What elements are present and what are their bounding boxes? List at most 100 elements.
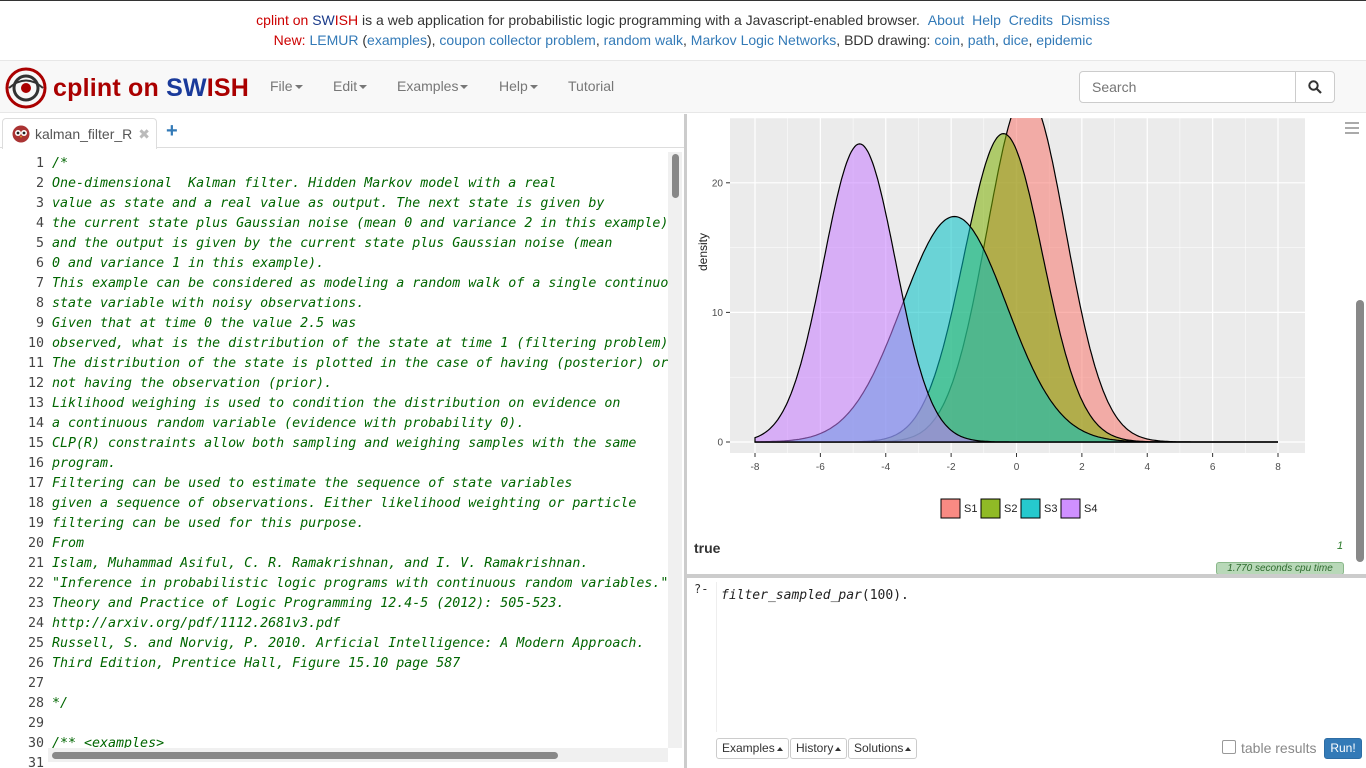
coupon-link[interactable]: coupon collector problem — [439, 32, 596, 48]
examples-dropdown-button[interactable]: Examples — [716, 738, 789, 759]
help-link[interactable]: Help — [972, 12, 1001, 28]
menu-file-label: File — [270, 78, 293, 94]
legend-swatch-s4 — [1060, 498, 1081, 519]
bdd-coin-link[interactable]: coin — [934, 32, 961, 48]
legend-swatch-s2 — [980, 498, 1001, 519]
results-menu-icon[interactable] — [1345, 122, 1359, 137]
add-tab-button[interactable]: + — [166, 120, 178, 142]
x-tick-label: 8 — [1275, 462, 1281, 473]
code-line: */ — [52, 696, 69, 711]
menu-help-label: Help — [499, 78, 528, 94]
density-chart: -8 -6 -4 -2 0 2 4 6 8 0 10 20 density S1 S2 S3 S4 — [696, 117, 1305, 519]
code-line: Russell, S. and Norvig, P. 2010. Arficia… — [52, 636, 645, 651]
code-editor[interactable]: 1 2 3 4 5 6 7 8 9 10 11 12 13 14 15 16 17 18 19 20 21 22 23 24 2… — [0, 152, 684, 768]
code-line: 0 and variance 1 in this example). — [52, 256, 325, 271]
bdd-dice-link[interactable]: dice — [1002, 32, 1029, 48]
x-tick-label: 0 — [1014, 462, 1020, 473]
x-tick-label: 6 — [1210, 462, 1216, 473]
density-areas — [754, 118, 1278, 443]
menu-tutorial-label: Tutorial — [568, 78, 615, 94]
close-icon[interactable]: ✖ — [138, 125, 150, 142]
query-editor[interactable]: filter_sampled_par(100). — [716, 582, 1362, 732]
query-args: (100). — [861, 588, 909, 603]
query-prompt: ?- — [694, 582, 709, 596]
dismiss-link[interactable]: Dismiss — [1060, 12, 1110, 28]
line-number: 6 — [35, 256, 44, 271]
query-predicate: filter_sampled_par — [721, 588, 862, 603]
code-line: From — [52, 536, 85, 551]
line-number: 10 — [27, 336, 44, 351]
line-number: 12 — [27, 376, 44, 391]
line-number: 2 — [35, 176, 44, 191]
y-axis-label: density — [696, 233, 710, 271]
tab-kalman-filter[interactable]: kalman_filter_R ✖ — [2, 118, 157, 149]
history-button-label: History — [796, 741, 834, 755]
solutions-dropdown-button[interactable]: Solutions — [848, 738, 918, 759]
brand-title: cplint on SWISH — [53, 74, 249, 103]
code-line: http://arxiv.org/pdf/1112.2681v3.pdf — [52, 616, 341, 631]
about-link[interactable]: About — [927, 12, 965, 28]
editor-vertical-scroll-thumb[interactable] — [672, 154, 679, 198]
search-button[interactable] — [1295, 71, 1335, 103]
brand[interactable]: cplint on SWISH — [5, 67, 249, 109]
line-number: 30 — [27, 736, 44, 751]
code-line: "Inference in probabilistic logic progra… — [52, 576, 668, 591]
run-button[interactable]: Run! — [1324, 738, 1362, 759]
history-dropdown-button[interactable]: History — [790, 738, 848, 759]
cpu-time-badge: 1.770 seconds cpu time — [1216, 562, 1344, 574]
search-icon — [1308, 80, 1322, 94]
code-line: /* — [52, 156, 69, 171]
results-scrollbar[interactable] — [1353, 114, 1366, 574]
menu-file[interactable]: File — [270, 78, 303, 94]
search-input[interactable] — [1079, 71, 1296, 103]
code-line: given a sequence of observations. Either… — [52, 496, 637, 511]
menu-edit[interactable]: Edit — [333, 78, 368, 94]
query-divider[interactable] — [687, 574, 1366, 578]
notice-bar: cplint on SWISH is a web application for… — [0, 0, 1366, 60]
notice-row-2: New: LEMUR (examples), coupon collector … — [273, 32, 1093, 48]
menu-examples[interactable]: Examples — [397, 78, 469, 94]
line-number: 21 — [27, 556, 44, 571]
menu-help[interactable]: Help — [499, 78, 538, 94]
line-number: 18 — [27, 496, 44, 511]
pane-divider[interactable] — [684, 114, 687, 768]
menu-tutorial[interactable]: Tutorial — [568, 78, 614, 94]
x-tick-label: -6 — [816, 462, 825, 473]
editor-horizontal-scroll-thumb[interactable] — [52, 752, 558, 759]
x-tick-label: 4 — [1144, 462, 1150, 473]
legend-swatch-s3 — [1020, 498, 1041, 519]
legend-label-s2: S2 — [1004, 503, 1017, 515]
chart-legend: S1 S2 S3 S4 — [940, 498, 1097, 519]
credits-link[interactable]: Credits — [1008, 12, 1054, 28]
code-line: The distribution of the state is plotted… — [52, 356, 668, 371]
random-walk-link[interactable]: random walk — [603, 32, 683, 48]
brand-cplint: cplint on — [53, 73, 167, 102]
lemur-link[interactable]: LEMUR — [309, 32, 359, 48]
chevron-down-icon — [294, 85, 303, 90]
code-line: Theory and Practice of Logic Programming… — [52, 596, 565, 611]
examples-button-label: Examples — [722, 741, 775, 755]
table-results-checkbox[interactable] — [1222, 740, 1236, 754]
brand-ish: ISH — [206, 73, 250, 102]
chevron-up-icon — [905, 746, 912, 751]
bdd-path-link[interactable]: path — [967, 32, 996, 48]
bdd-epidemic-link[interactable]: epidemic — [1036, 32, 1093, 48]
tab-label: kalman_filter_R — [35, 126, 133, 142]
editor-vertical-scrollbar[interactable] — [668, 152, 682, 748]
code-content[interactable]: /* One-dimensional Kalman filter. Hidden … — [52, 154, 668, 754]
menu-edit-label: Edit — [333, 78, 358, 94]
line-number: 1 — [35, 156, 44, 171]
results-scroll-thumb[interactable] — [1356, 300, 1364, 562]
x-tick-label: -4 — [881, 462, 890, 473]
solutions-button-label: Solutions — [854, 741, 904, 755]
y-tick-label: 10 — [712, 308, 724, 319]
x-tick-label: -8 — [751, 462, 760, 473]
markov-link[interactable]: Markov Logic Networks — [690, 32, 837, 48]
lemur-examples-link[interactable]: examples — [367, 32, 427, 48]
density-area-s4 — [754, 143, 1278, 443]
code-line: not having the observation (prior). — [52, 376, 333, 391]
line-number: 3 — [35, 196, 44, 211]
line-number-gutter: 1 2 3 4 5 6 7 8 9 10 11 12 13 14 15 16 17 18 19 20 21 22 23 24 2… — [0, 154, 46, 768]
editor-horizontal-scrollbar[interactable] — [48, 748, 668, 762]
line-number: 29 — [27, 716, 44, 731]
